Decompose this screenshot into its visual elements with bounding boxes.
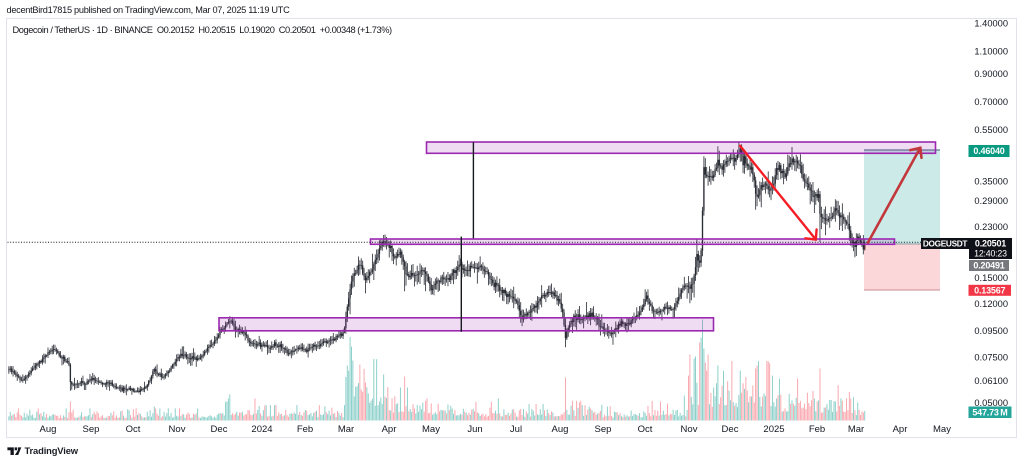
svg-text:0.09500: 0.09500 <box>974 326 1008 336</box>
svg-text:0.23000: 0.23000 <box>974 222 1008 232</box>
svg-text:Apr: Apr <box>382 424 397 435</box>
svg-text:Dec: Dec <box>211 424 228 435</box>
svg-text:0.06100: 0.06100 <box>974 376 1008 386</box>
svg-text:0.12000: 0.12000 <box>974 299 1008 309</box>
svg-text:0.55000: 0.55000 <box>974 125 1008 135</box>
svg-text:May: May <box>933 424 951 435</box>
svg-text:0.90000: 0.90000 <box>974 69 1008 79</box>
svg-text:Jun: Jun <box>467 424 482 435</box>
svg-text:Sep: Sep <box>595 424 612 435</box>
svg-text:Mar: Mar <box>338 424 354 435</box>
svg-text:1.10000: 1.10000 <box>974 47 1008 57</box>
svg-text:Nov: Nov <box>169 424 186 435</box>
svg-text:547.73 M: 547.73 M <box>972 407 1007 417</box>
svg-text:0.15000: 0.15000 <box>974 273 1008 283</box>
svg-text:Oct: Oct <box>126 424 141 435</box>
svg-text:Apr: Apr <box>893 424 908 435</box>
svg-text:Feb: Feb <box>297 424 313 435</box>
svg-text:Oct: Oct <box>638 424 653 435</box>
svg-text:Nov: Nov <box>681 424 698 435</box>
svg-text:0.29000: 0.29000 <box>974 196 1008 206</box>
svg-text:0.07500: 0.07500 <box>974 353 1008 363</box>
svg-text:Jul: Jul <box>510 424 522 435</box>
svg-text:Dec: Dec <box>722 424 739 435</box>
svg-text:Aug: Aug <box>40 424 57 435</box>
svg-text:12:40:23: 12:40:23 <box>974 248 1007 258</box>
svg-text:2024: 2024 <box>251 424 272 435</box>
svg-text:0.70000: 0.70000 <box>974 97 1008 107</box>
svg-text:0.05000: 0.05000 <box>974 398 1008 408</box>
svg-text:0.46040: 0.46040 <box>973 146 1004 156</box>
svg-text:0.13567: 0.13567 <box>974 286 1005 296</box>
svg-text:Mar: Mar <box>848 424 864 435</box>
svg-text:0.20501: 0.20501 <box>975 239 1006 249</box>
svg-text:Sep: Sep <box>83 424 100 435</box>
svg-text:2025: 2025 <box>763 424 784 435</box>
svg-text:Aug: Aug <box>552 424 569 435</box>
svg-text:1.40000: 1.40000 <box>974 19 1008 29</box>
svg-text:DOGEUSDT: DOGEUSDT <box>923 239 968 249</box>
svg-text:0.35000: 0.35000 <box>974 177 1008 187</box>
svg-text:0.20491: 0.20491 <box>973 261 1004 271</box>
svg-text:Feb: Feb <box>809 424 825 435</box>
svg-text:May: May <box>422 424 440 435</box>
